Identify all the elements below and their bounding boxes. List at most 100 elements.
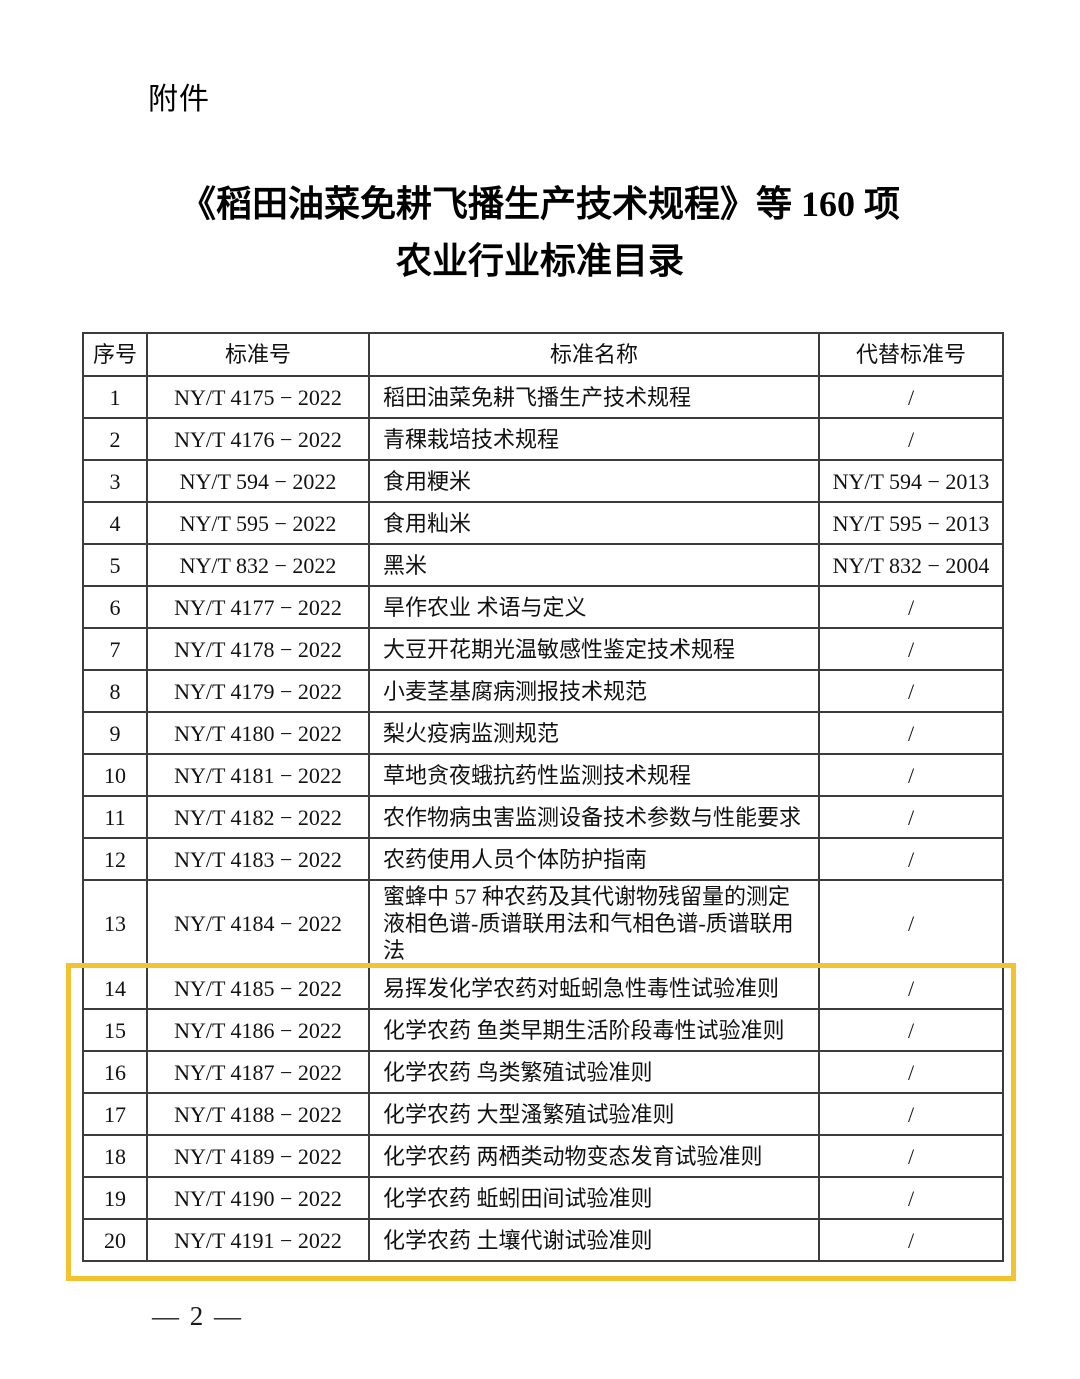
cell-standard-no: NY/T 4187 − 2022 bbox=[147, 1051, 369, 1093]
cell-standard-name: 草地贪夜蛾抗药性监测技术规程 bbox=[369, 754, 819, 796]
cell-serial-no: 2 bbox=[83, 418, 147, 460]
cell-standard-no: NY/T 4179 − 2022 bbox=[147, 670, 369, 712]
cell-replaced-no: / bbox=[819, 628, 1003, 670]
standards-table: 序号 标准号 标准名称 代替标准号 1NY/T 4175 − 2022稻田油菜免… bbox=[82, 332, 1004, 1262]
cell-serial-no: 12 bbox=[83, 838, 147, 880]
table-row: 2NY/T 4176 − 2022青稞栽培技术规程/ bbox=[83, 418, 1003, 460]
table-row: 8NY/T 4179 − 2022小麦茎基腐病测报技术规范/ bbox=[83, 670, 1003, 712]
cell-standard-name: 化学农药 鱼类早期生活阶段毒性试验准则 bbox=[369, 1009, 819, 1051]
cell-standard-name: 大豆开花期光温敏感性鉴定技术规程 bbox=[369, 628, 819, 670]
cell-serial-no: 19 bbox=[83, 1177, 147, 1219]
header-replaced-no: 代替标准号 bbox=[819, 333, 1003, 376]
cell-standard-name: 食用籼米 bbox=[369, 502, 819, 544]
cell-replaced-no: / bbox=[819, 967, 1003, 1009]
attachment-label: 附件 bbox=[148, 74, 210, 118]
cell-standard-name: 黑米 bbox=[369, 544, 819, 586]
cell-serial-no: 8 bbox=[83, 670, 147, 712]
cell-standard-name: 化学农药 蚯蚓田间试验准则 bbox=[369, 1177, 819, 1219]
cell-replaced-no: / bbox=[819, 376, 1003, 418]
cell-standard-no: NY/T 4189 − 2022 bbox=[147, 1135, 369, 1177]
title-line-2: 农业行业标准目录 bbox=[0, 233, 1080, 290]
document-title: 《稻田油菜免耕飞播生产技术规程》等 160 项 农业行业标准目录 bbox=[0, 176, 1080, 290]
cell-standard-no: NY/T 832 − 2022 bbox=[147, 544, 369, 586]
cell-serial-no: 1 bbox=[83, 376, 147, 418]
cell-replaced-no: / bbox=[819, 418, 1003, 460]
table-row: 3NY/T 594 − 2022食用粳米NY/T 594 − 2013 bbox=[83, 460, 1003, 502]
table-row: 4NY/T 595 − 2022食用籼米NY/T 595 − 2013 bbox=[83, 502, 1003, 544]
cell-standard-name: 农作物病虫害监测设备技术参数与性能要求 bbox=[369, 796, 819, 838]
table-row: 10NY/T 4181 − 2022草地贪夜蛾抗药性监测技术规程/ bbox=[83, 754, 1003, 796]
cell-serial-no: 5 bbox=[83, 544, 147, 586]
cell-standard-no: NY/T 4188 − 2022 bbox=[147, 1093, 369, 1135]
cell-replaced-no: / bbox=[819, 880, 1003, 967]
cell-replaced-no: / bbox=[819, 1219, 1003, 1261]
cell-standard-no: NY/T 4182 − 2022 bbox=[147, 796, 369, 838]
cell-standard-no: NY/T 4186 − 2022 bbox=[147, 1009, 369, 1051]
cell-replaced-no: / bbox=[819, 1051, 1003, 1093]
cell-standard-no: NY/T 595 − 2022 bbox=[147, 502, 369, 544]
cell-serial-no: 15 bbox=[83, 1009, 147, 1051]
cell-replaced-no: / bbox=[819, 586, 1003, 628]
cell-serial-no: 14 bbox=[83, 967, 147, 1009]
cell-replaced-no: / bbox=[819, 754, 1003, 796]
table-row: 9NY/T 4180 − 2022梨火疫病监测规范/ bbox=[83, 712, 1003, 754]
cell-replaced-no: / bbox=[819, 796, 1003, 838]
cell-standard-no: NY/T 4185 − 2022 bbox=[147, 967, 369, 1009]
table-row: 15NY/T 4186 − 2022化学农药 鱼类早期生活阶段毒性试验准则/ bbox=[83, 1009, 1003, 1051]
table-row: 7NY/T 4178 − 2022大豆开花期光温敏感性鉴定技术规程/ bbox=[83, 628, 1003, 670]
cell-serial-no: 10 bbox=[83, 754, 147, 796]
cell-standard-name: 青稞栽培技术规程 bbox=[369, 418, 819, 460]
cell-standard-no: NY/T 4190 − 2022 bbox=[147, 1177, 369, 1219]
cell-standard-name: 食用粳米 bbox=[369, 460, 819, 502]
cell-replaced-no: NY/T 595 − 2013 bbox=[819, 502, 1003, 544]
cell-replaced-no: NY/T 832 − 2004 bbox=[819, 544, 1003, 586]
cell-standard-no: NY/T 4184 − 2022 bbox=[147, 880, 369, 967]
cell-standard-name: 农药使用人员个体防护指南 bbox=[369, 838, 819, 880]
table-row: 5NY/T 832 − 2022黑米NY/T 832 − 2004 bbox=[83, 544, 1003, 586]
cell-replaced-no: / bbox=[819, 1093, 1003, 1135]
table-row: 17NY/T 4188 − 2022化学农药 大型溞繁殖试验准则/ bbox=[83, 1093, 1003, 1135]
cell-replaced-no: / bbox=[819, 712, 1003, 754]
cell-serial-no: 20 bbox=[83, 1219, 147, 1261]
table-row: 14NY/T 4185 − 2022易挥发化学农药对蚯蚓急性毒性试验准则/ bbox=[83, 967, 1003, 1009]
cell-standard-name: 梨火疫病监测规范 bbox=[369, 712, 819, 754]
title-line-1: 《稻田油菜免耕飞播生产技术规程》等 160 项 bbox=[0, 176, 1080, 233]
cell-replaced-no: / bbox=[819, 1135, 1003, 1177]
cell-standard-name: 旱作农业 术语与定义 bbox=[369, 586, 819, 628]
cell-standard-no: NY/T 4183 − 2022 bbox=[147, 838, 369, 880]
cell-standard-no: NY/T 4175 − 2022 bbox=[147, 376, 369, 418]
cell-standard-name: 蜜蜂中 57 种农药及其代谢物残留量的测定 液相色谱-质谱联用法和气相色谱-质谱… bbox=[369, 880, 819, 967]
cell-standard-no: NY/T 4181 − 2022 bbox=[147, 754, 369, 796]
cell-standard-no: NY/T 594 − 2022 bbox=[147, 460, 369, 502]
header-standard-name: 标准名称 bbox=[369, 333, 819, 376]
cell-serial-no: 6 bbox=[83, 586, 147, 628]
cell-standard-name: 化学农药 土壤代谢试验准则 bbox=[369, 1219, 819, 1261]
cell-serial-no: 16 bbox=[83, 1051, 147, 1093]
cell-standard-no: NY/T 4177 − 2022 bbox=[147, 586, 369, 628]
table-row: 13NY/T 4184 − 2022蜜蜂中 57 种农药及其代谢物残留量的测定 … bbox=[83, 880, 1003, 967]
header-serial-no: 序号 bbox=[83, 333, 147, 376]
table-row: 12NY/T 4183 − 2022农药使用人员个体防护指南/ bbox=[83, 838, 1003, 880]
cell-standard-name: 化学农药 大型溞繁殖试验准则 bbox=[369, 1093, 819, 1135]
cell-serial-no: 3 bbox=[83, 460, 147, 502]
cell-standard-name: 化学农药 鸟类繁殖试验准则 bbox=[369, 1051, 819, 1093]
page-number: — 2 — bbox=[152, 1301, 243, 1332]
cell-standard-no: NY/T 4180 − 2022 bbox=[147, 712, 369, 754]
cell-standard-no: NY/T 4191 − 2022 bbox=[147, 1219, 369, 1261]
table-body: 1NY/T 4175 − 2022稻田油菜免耕飞播生产技术规程/2NY/T 41… bbox=[83, 376, 1003, 1261]
cell-replaced-no: NY/T 594 − 2013 bbox=[819, 460, 1003, 502]
cell-standard-name: 小麦茎基腐病测报技术规范 bbox=[369, 670, 819, 712]
document-page: 附件 《稻田油菜免耕飞播生产技术规程》等 160 项 农业行业标准目录 序号 标… bbox=[0, 0, 1080, 1379]
table-row: 6NY/T 4177 − 2022旱作农业 术语与定义/ bbox=[83, 586, 1003, 628]
header-standard-no: 标准号 bbox=[147, 333, 369, 376]
cell-serial-no: 11 bbox=[83, 796, 147, 838]
table-row: 1NY/T 4175 − 2022稻田油菜免耕飞播生产技术规程/ bbox=[83, 376, 1003, 418]
cell-serial-no: 7 bbox=[83, 628, 147, 670]
cell-serial-no: 13 bbox=[83, 880, 147, 967]
cell-standard-name: 稻田油菜免耕飞播生产技术规程 bbox=[369, 376, 819, 418]
cell-replaced-no: / bbox=[819, 1177, 1003, 1219]
cell-serial-no: 18 bbox=[83, 1135, 147, 1177]
cell-serial-no: 9 bbox=[83, 712, 147, 754]
cell-standard-name: 易挥发化学农药对蚯蚓急性毒性试验准则 bbox=[369, 967, 819, 1009]
cell-replaced-no: / bbox=[819, 670, 1003, 712]
